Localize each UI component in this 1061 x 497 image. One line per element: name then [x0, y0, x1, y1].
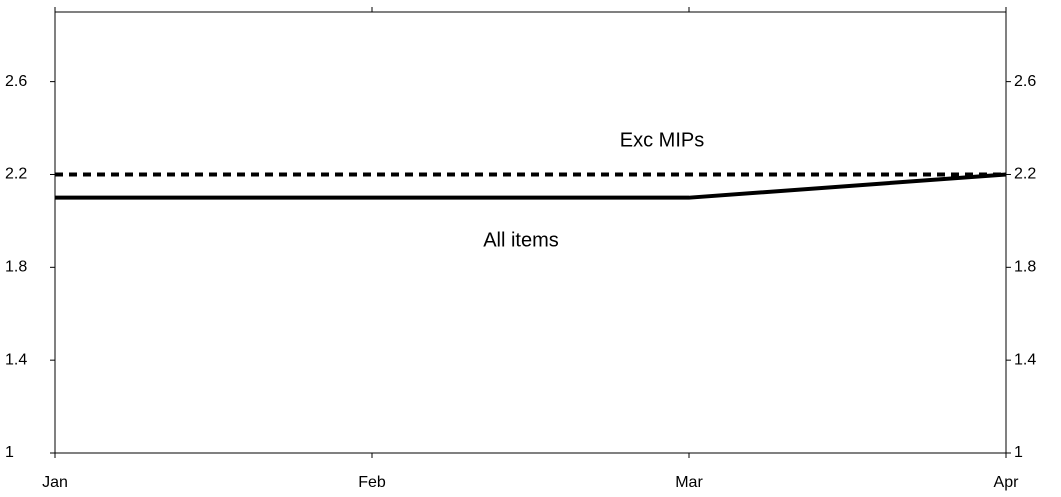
y-tick-label: 2.2 — [5, 166, 27, 183]
y-tick-label: 2.6 — [5, 73, 27, 90]
y-tick-label: 1.4 — [5, 351, 27, 368]
x-tick-label: Jan — [42, 474, 68, 491]
y-tick-label: 1.8 — [5, 259, 27, 276]
series-label: Exc MIPs — [620, 129, 704, 151]
y2-tick-label: 1 — [1014, 444, 1023, 461]
series-label: All items — [483, 229, 559, 251]
y2-tick-label: 1.4 — [1014, 351, 1036, 368]
y2-tick-label: 2.6 — [1014, 73, 1036, 90]
plot-frame — [54, 11, 1007, 454]
y2-tick-label: 1.8 — [1014, 259, 1036, 276]
y2-tick-label: 2.2 — [1014, 166, 1036, 183]
x-tick-label: Mar — [675, 474, 703, 491]
x-tick-label: Feb — [358, 474, 386, 491]
series-line — [55, 172, 1007, 200]
x-tick-label: Apr — [994, 474, 1020, 491]
y-tick-label: 1 — [5, 444, 14, 461]
